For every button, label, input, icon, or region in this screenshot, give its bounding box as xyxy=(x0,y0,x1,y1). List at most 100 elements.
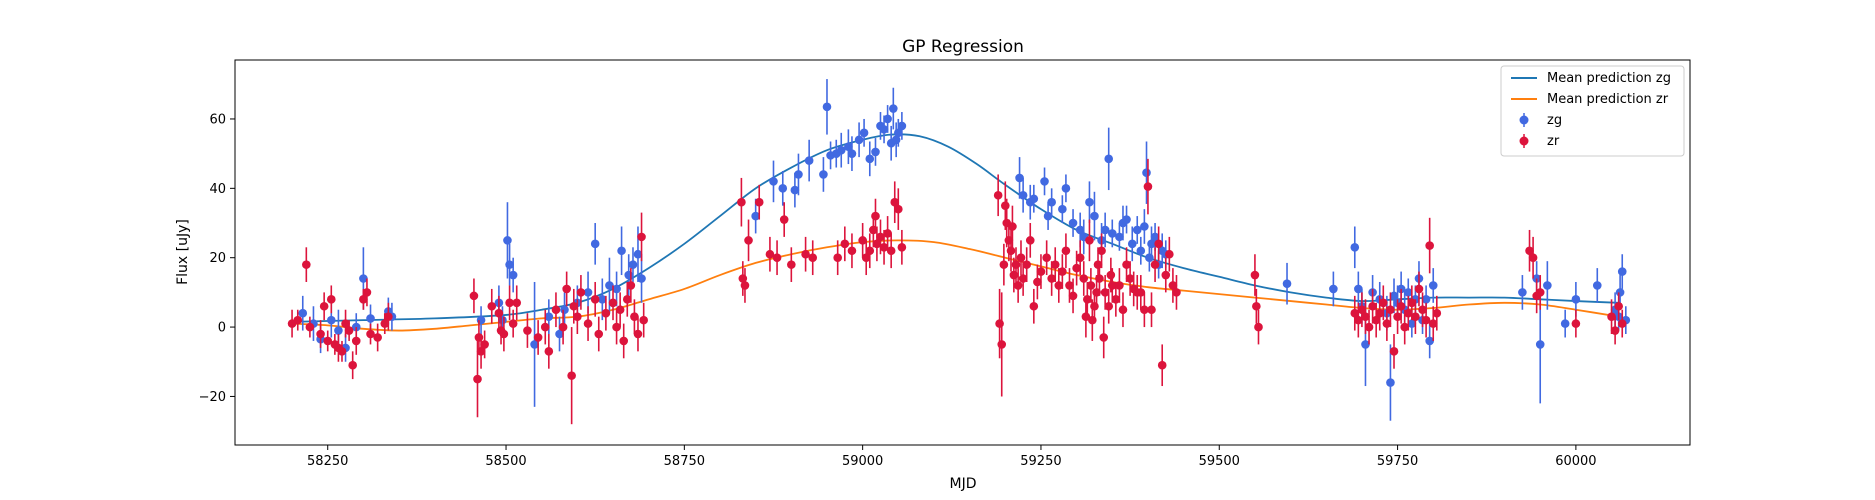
data-point xyxy=(822,102,832,112)
data-point xyxy=(1617,267,1627,276)
data-point xyxy=(1329,284,1338,294)
data-point xyxy=(1592,281,1602,290)
data-point xyxy=(737,197,746,207)
data-point xyxy=(847,246,857,256)
data-point xyxy=(886,246,896,256)
data-point xyxy=(794,170,803,179)
data-point xyxy=(505,298,514,308)
data-point xyxy=(1122,215,1131,224)
data-point xyxy=(779,215,789,224)
data-point xyxy=(544,347,554,356)
data-point xyxy=(1029,301,1039,311)
data-point xyxy=(555,329,564,339)
data-point xyxy=(1029,194,1039,204)
data-point xyxy=(1614,301,1623,311)
data-point xyxy=(380,319,390,328)
data-point xyxy=(765,249,775,259)
data-point xyxy=(1015,173,1024,183)
data-point xyxy=(590,295,600,304)
data-point xyxy=(544,312,554,321)
data-point xyxy=(326,295,336,304)
data-point xyxy=(1421,295,1431,304)
data-point xyxy=(1364,322,1374,332)
data-point xyxy=(373,333,382,342)
data-point xyxy=(861,253,871,263)
data-point xyxy=(1421,315,1431,325)
data-point xyxy=(1136,288,1146,297)
data-point xyxy=(1418,305,1427,315)
data-point xyxy=(804,156,814,165)
data-point xyxy=(879,125,889,134)
data-point xyxy=(1361,340,1370,349)
data-point xyxy=(1414,284,1424,294)
data-point xyxy=(833,253,842,263)
data-point xyxy=(366,329,375,339)
data-point xyxy=(1115,281,1124,290)
data-point xyxy=(630,312,639,321)
data-point xyxy=(1142,168,1151,178)
data-point xyxy=(1254,322,1263,332)
data-point xyxy=(334,326,343,335)
data-point xyxy=(344,326,354,335)
y-tick-label: 60 xyxy=(209,112,226,127)
data-point xyxy=(1354,315,1363,325)
legend: Mean prediction zg Mean prediction zr zg… xyxy=(1500,65,1685,157)
data-point xyxy=(362,288,372,297)
data-point xyxy=(1104,154,1114,164)
data-point xyxy=(1054,281,1064,290)
data-point xyxy=(1079,274,1089,283)
data-point xyxy=(633,329,643,339)
data-point xyxy=(1150,260,1160,269)
data-point xyxy=(605,281,614,290)
y-tick-label: 40 xyxy=(209,182,226,197)
data-point xyxy=(637,232,646,242)
y-tick-label: −20 xyxy=(199,390,226,405)
data-point xyxy=(1354,284,1363,294)
x-tick-label: 58500 xyxy=(485,454,526,469)
data-point xyxy=(1011,260,1021,269)
data-point xyxy=(1047,197,1056,207)
data-point xyxy=(562,284,571,294)
data-point xyxy=(1118,305,1128,315)
data-point xyxy=(1379,298,1388,308)
data-point xyxy=(633,249,643,259)
data-point xyxy=(993,190,1003,200)
data-point xyxy=(1425,241,1434,250)
data-point xyxy=(337,347,347,356)
data-point xyxy=(1396,301,1406,311)
data-point xyxy=(1009,270,1019,280)
data-point xyxy=(999,260,1009,269)
data-point xyxy=(1428,319,1438,328)
data-point xyxy=(1043,211,1053,221)
data-point xyxy=(871,211,880,221)
data-point xyxy=(1099,333,1109,342)
data-point xyxy=(359,295,368,304)
data-point xyxy=(1168,281,1178,290)
data-point xyxy=(384,312,393,321)
data-point xyxy=(751,211,760,221)
data-point xyxy=(567,371,576,380)
data-point xyxy=(1050,260,1060,269)
x-tick-label: 59750 xyxy=(1377,454,1418,469)
data-point xyxy=(1518,288,1527,297)
plot-area xyxy=(235,60,1690,445)
data-point xyxy=(523,326,532,335)
data-point xyxy=(639,315,648,325)
data-point xyxy=(1389,347,1399,356)
x-axis-ticks: 58250 58500 58750 59000 59250 59500 59750 60000 xyxy=(307,445,1597,469)
data-point xyxy=(754,197,764,207)
data-point xyxy=(1357,305,1367,315)
data-point xyxy=(1154,239,1163,249)
legend-swatch-zg-marker xyxy=(1519,115,1529,125)
data-point xyxy=(540,322,550,332)
data-point xyxy=(323,336,333,346)
data-point xyxy=(608,298,618,308)
data-point xyxy=(573,312,582,321)
data-point xyxy=(624,270,634,280)
data-point xyxy=(744,236,753,245)
data-point xyxy=(1528,253,1538,263)
data-point xyxy=(351,336,361,346)
data-point xyxy=(619,336,629,346)
legend-box xyxy=(1500,65,1685,157)
data-point xyxy=(626,281,636,290)
